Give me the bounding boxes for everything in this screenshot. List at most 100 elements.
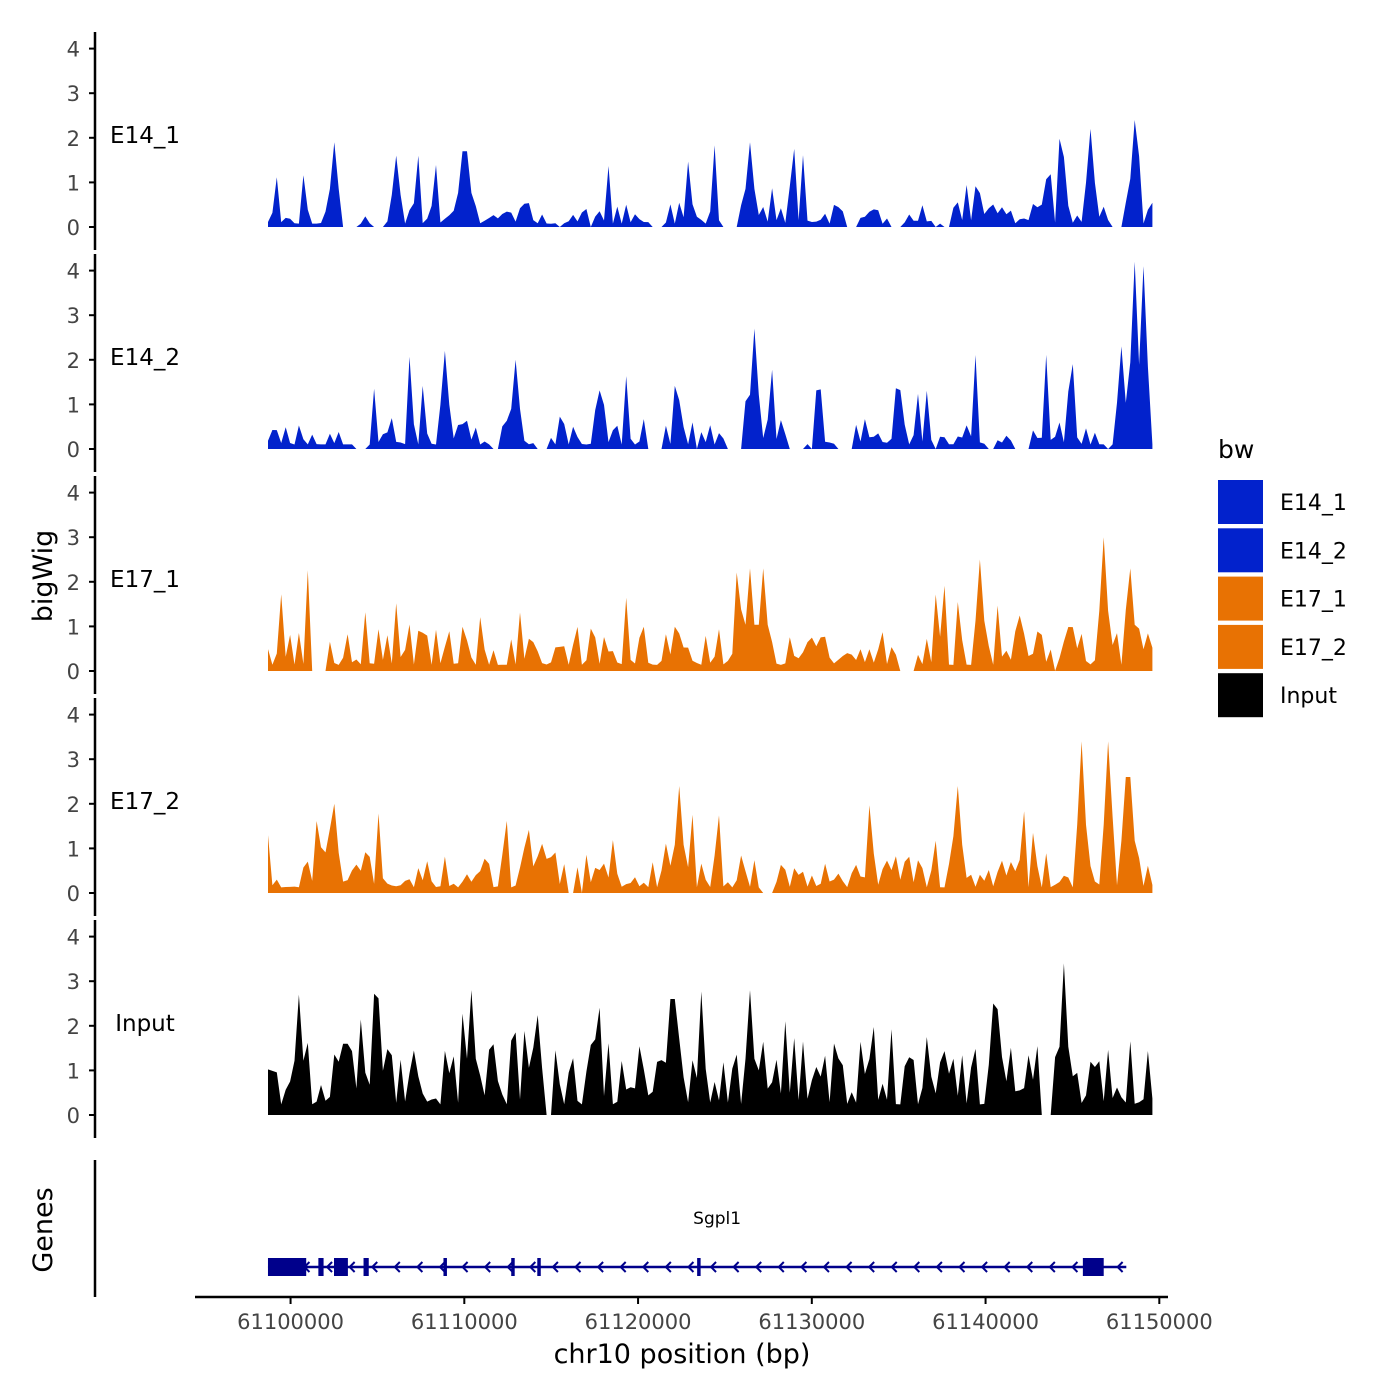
- strand-arrow: [325, 1261, 333, 1273]
- legend-swatch: [1218, 480, 1263, 524]
- x-tick-label: 61100000: [237, 1310, 344, 1334]
- exon: [443, 1258, 447, 1276]
- strand-arrow: [528, 1261, 537, 1273]
- strand-arrow: [461, 1261, 469, 1273]
- strand-arrow: [799, 1261, 808, 1273]
- legend-item-E14_1: E14_1: [1218, 480, 1347, 524]
- strand-arrow: [1071, 1261, 1079, 1273]
- strand-arrow: [551, 1261, 559, 1273]
- y-tick-label: 1: [67, 615, 80, 639]
- y-tick-label: 1: [67, 837, 80, 861]
- gene-Sgpl1: Sgpl1: [267, 1209, 1127, 1276]
- signal-area-E17_2: [268, 741, 1153, 893]
- exon: [334, 1258, 348, 1276]
- y-tick-label: 0: [67, 216, 80, 240]
- y-tick-label: 2: [67, 793, 80, 817]
- x-tick-label: 61110000: [411, 1310, 518, 1334]
- strand-arrow: [1003, 1261, 1011, 1273]
- y-tick-label: 4: [67, 926, 80, 950]
- strand-arrow: [438, 1261, 446, 1273]
- legend-swatch: [1218, 624, 1263, 669]
- signal-area-Input: [268, 963, 1153, 1115]
- exon: [537, 1258, 541, 1276]
- exon: [318, 1258, 324, 1276]
- y-tick-label: 4: [67, 482, 80, 506]
- legend-item-E17_2: E17_2: [1218, 624, 1347, 669]
- y-tick-label: 0: [67, 882, 80, 906]
- strand-arrow: [506, 1261, 514, 1273]
- track-label: E17_2: [110, 789, 180, 815]
- x-tick-label: 61150000: [1106, 1310, 1213, 1334]
- exon: [697, 1258, 701, 1276]
- legend-title: bw: [1218, 435, 1254, 464]
- strand-arrow: [483, 1261, 491, 1273]
- strand-arrow: [370, 1261, 378, 1273]
- y-tick-label: 1: [67, 393, 80, 417]
- genes-track-label: Genes: [28, 1187, 59, 1272]
- strand-arrow: [980, 1261, 988, 1273]
- x-axis: 61100000 61110000 61120000 61130000 61140000…: [195, 1295, 1213, 1334]
- strand-arrow: [641, 1261, 649, 1273]
- gene-name: Sgpl1: [693, 1209, 741, 1229]
- legend-item-Input: Input: [1218, 673, 1337, 718]
- strand-arrow: [709, 1261, 717, 1273]
- strand-arrow: [935, 1261, 943, 1273]
- strand-arrow: [1025, 1261, 1033, 1273]
- strand-arrow: [845, 1261, 853, 1273]
- y-tick-label: 0: [67, 438, 80, 462]
- strand-arrow: [348, 1261, 356, 1273]
- track-E17_2: 0 1 2 3 4 E17_2: [67, 698, 1153, 916]
- strand-arrow: [958, 1261, 966, 1273]
- y-tick-label: 3: [67, 526, 80, 550]
- track-E17_1: 0 1 2 3 4 E17_1: [67, 476, 1153, 694]
- y-tick-label: 4: [67, 260, 80, 284]
- signal-area-E14_2: [268, 261, 1153, 449]
- exon: [267, 1258, 307, 1276]
- track-label: E17_1: [110, 567, 180, 593]
- legend-label: E14_2: [1280, 539, 1347, 564]
- strand-arrow: [1048, 1261, 1056, 1273]
- legend: bw E14_1 E14_2 E17_1 E17_2 Input: [1218, 435, 1347, 718]
- track-label: Input: [115, 1011, 175, 1037]
- signal-tracks: 0 1 2 3 4 E14_1 0 1 2 3 4 E14_2 0 1 2 3 4 E17_1 0 1 2 3 4 E17_2…: [67, 32, 1153, 1138]
- y-tick-label: 4: [67, 704, 80, 728]
- strand-arrow: [1116, 1261, 1124, 1273]
- y-tick-label: 3: [67, 304, 80, 328]
- x-axis-label: chr10 position (bp): [554, 1339, 811, 1370]
- signal-area-E17_1: [268, 537, 1153, 671]
- strand-arrow: [596, 1261, 604, 1273]
- strand-arrow: [393, 1261, 401, 1273]
- legend-item-E14_2: E14_2: [1218, 528, 1347, 573]
- legend-swatch: [1218, 528, 1263, 573]
- y-tick-label: 0: [67, 660, 80, 684]
- genes-panel: Sgpl1: [93, 1160, 1127, 1297]
- y-tick-label: 3: [67, 970, 80, 994]
- x-tick-label: 61130000: [758, 1310, 865, 1334]
- y-tick-label: 4: [67, 38, 80, 62]
- strand-arrow: [822, 1261, 830, 1273]
- strand-arrow: [867, 1261, 875, 1273]
- legend-label: E17_1: [1280, 588, 1347, 613]
- y-tick-label: 2: [67, 1015, 80, 1039]
- strand-arrow: [619, 1261, 627, 1273]
- x-tick-label: 61140000: [932, 1310, 1039, 1334]
- strand-arrow: [574, 1261, 582, 1273]
- legend-swatch: [1218, 576, 1263, 621]
- y-tick-label: 0: [67, 1104, 80, 1128]
- strand-arrow: [664, 1261, 672, 1273]
- y-tick-label: 1: [67, 171, 80, 195]
- track-E14_1: 0 1 2 3 4 E14_1: [67, 32, 1153, 250]
- exon: [363, 1258, 369, 1276]
- strand-arrow: [777, 1261, 785, 1273]
- track-E14_2: 0 1 2 3 4 E14_2: [67, 254, 1153, 472]
- legend-label: Input: [1280, 684, 1337, 709]
- legend-swatch: [1218, 673, 1263, 718]
- track-label: E14_2: [110, 345, 180, 371]
- legend-label: E14_1: [1280, 491, 1347, 516]
- y-tick-label: 2: [67, 349, 80, 373]
- y-tick-label: 1: [67, 1059, 80, 1083]
- y-tick-label: 2: [67, 571, 80, 595]
- x-tick-label: 61120000: [585, 1310, 692, 1334]
- track-Input: 0 1 2 3 4 Input: [67, 920, 1153, 1138]
- y-tick-label: 3: [67, 748, 80, 772]
